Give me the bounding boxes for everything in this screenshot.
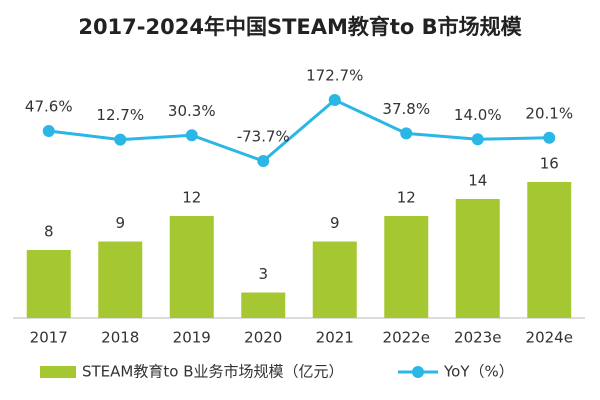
line-point [328, 94, 341, 107]
line-point [400, 127, 413, 140]
chart-title: 2017-2024年中国STEAM教育to B市场规模 [78, 15, 522, 39]
bar-value-label: 14 [468, 172, 487, 190]
line-value-label: 37.8% [382, 100, 430, 118]
bar-value-label: 12 [397, 189, 416, 207]
line-value-label: 30.3% [168, 102, 216, 120]
line-point [42, 124, 55, 137]
line [48, 98, 550, 163]
line-point [114, 133, 127, 146]
bar-value-label: 8 [44, 223, 54, 241]
x-tick-label: 2024e [526, 329, 573, 347]
legend-label: STEAM教育to B业务市场规模（亿元） [82, 363, 343, 381]
bar-value-label: 16 [540, 155, 559, 173]
bar [98, 241, 143, 318]
line-value-label: 12.7% [96, 106, 144, 124]
x-tick-label: 2021 [316, 329, 354, 347]
legend-label: YoY（%） [443, 363, 514, 381]
line-point [185, 129, 198, 142]
line-value-label: 172.7% [306, 67, 363, 85]
x-tick-label: 2017 [30, 329, 68, 347]
bar [527, 182, 572, 318]
legend-marker [412, 366, 424, 378]
bar-value-label: 9 [115, 214, 125, 232]
line-point [257, 155, 270, 168]
line-value-label: 14.0% [454, 106, 502, 124]
bar [384, 216, 429, 318]
bar [455, 199, 500, 318]
line-value-label: -73.7% [237, 128, 290, 146]
bar [169, 216, 214, 318]
x-tick-label: 2023e [454, 329, 501, 347]
x-tick-label: 2018 [101, 329, 139, 347]
x-tick-label: 2022e [383, 329, 430, 347]
bar [312, 241, 357, 318]
bar [26, 250, 71, 318]
legend-swatch [40, 366, 76, 378]
line-point [543, 131, 556, 144]
bar-value-label: 12 [182, 189, 201, 207]
bar-value-label: 3 [258, 265, 268, 283]
line-value-label: 47.6% [25, 97, 73, 115]
x-tick-label: 2019 [173, 329, 211, 347]
bar-value-label: 9 [330, 214, 340, 232]
x-tick-label: 2020 [244, 329, 282, 347]
line-value-label: 20.1% [525, 104, 573, 122]
bar [241, 292, 286, 318]
line-point [471, 133, 484, 146]
